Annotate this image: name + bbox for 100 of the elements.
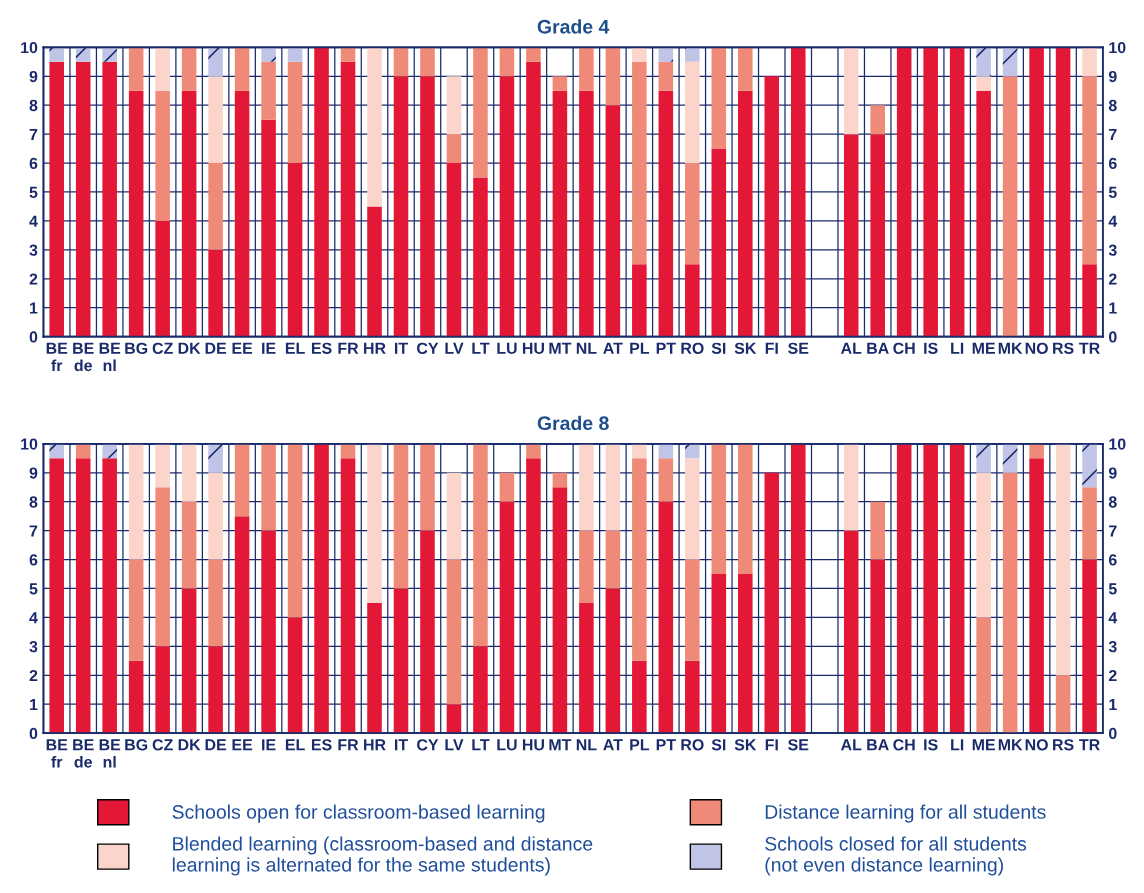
bar	[685, 458, 700, 560]
x-tick-label: BA	[867, 739, 889, 751]
bar	[287, 443, 303, 618]
bar	[949, 47, 965, 337]
bar	[738, 90, 753, 337]
bar	[976, 90, 991, 337]
x-tick-label: SK	[734, 342, 757, 354]
x-tick-label: SI	[711, 739, 726, 751]
bar	[261, 443, 276, 531]
x-tick-label: HR	[364, 342, 386, 354]
legend-label: Distance learning for all students	[765, 804, 1046, 823]
bar	[1029, 458, 1044, 734]
y2-tick-label: 7	[1109, 128, 1117, 140]
bar	[446, 472, 462, 560]
y-tick-label: 5	[29, 186, 38, 198]
y2-tick-label: 9	[1108, 467, 1117, 479]
x-tick-label: SE	[788, 739, 809, 751]
x-tick-label: FI	[765, 342, 778, 354]
x-tick-label: CH	[893, 739, 915, 751]
x-tick-label: PL	[630, 342, 650, 354]
bar	[976, 472, 991, 618]
bar	[181, 501, 197, 589]
bar	[75, 61, 91, 337]
bar	[552, 472, 568, 488]
bar	[579, 602, 594, 734]
bar	[128, 559, 144, 661]
bar	[420, 47, 435, 77]
x-tick-label: AT	[603, 342, 623, 354]
bar	[234, 516, 250, 734]
bar	[843, 530, 859, 734]
x-tick-label: AL	[840, 342, 862, 354]
bar	[1029, 47, 1044, 337]
x-tick-label: LI	[951, 342, 964, 354]
bar	[658, 458, 674, 502]
x-tick-label: EL	[285, 739, 305, 751]
x-tick-label: IT	[394, 739, 408, 751]
bar	[446, 704, 462, 734]
bar	[896, 443, 912, 734]
y-tick-label: 8	[29, 99, 38, 112]
bar	[314, 47, 329, 337]
x-tick-label: NO	[1025, 739, 1048, 751]
bar	[790, 443, 806, 734]
bar	[473, 47, 488, 178]
bar	[923, 47, 938, 337]
bar	[314, 443, 329, 734]
y-tick-label: 1	[30, 699, 38, 711]
bar	[870, 501, 885, 560]
x-tick-label: BG	[125, 739, 148, 751]
y-tick-label: 5	[29, 583, 38, 595]
y2-tick-label: 6	[1108, 554, 1117, 566]
bar	[261, 530, 276, 734]
bar	[843, 443, 859, 531]
y2-tick-label: 0	[1109, 727, 1117, 740]
bar	[287, 617, 303, 734]
bar	[605, 47, 621, 106]
bar	[870, 105, 885, 135]
x-tick-label: ES	[311, 342, 332, 354]
bar	[579, 443, 594, 531]
x-tick-label: ES	[311, 739, 332, 751]
bar	[446, 134, 462, 164]
y-tick-label: 10	[21, 41, 38, 54]
x-tick-label: PL	[630, 739, 650, 751]
x-tick-label: LU	[497, 342, 517, 354]
bar	[340, 61, 356, 337]
x-tick-label: LU	[497, 739, 517, 751]
x-tick-label: MK	[998, 739, 1023, 751]
y-tick-label: 8	[29, 496, 38, 508]
bar	[1082, 47, 1097, 77]
bar	[605, 588, 621, 734]
bar	[685, 163, 700, 265]
bar	[446, 76, 462, 135]
bar	[526, 458, 541, 734]
bar	[1055, 47, 1071, 337]
bar	[579, 530, 594, 603]
x-tick-label: FR	[338, 739, 359, 751]
bar	[738, 47, 753, 91]
bar	[287, 163, 303, 337]
x-tick-label: HU	[522, 739, 544, 751]
y-tick-label: 1	[30, 302, 38, 314]
y-tick-label: 4	[29, 612, 38, 624]
x-tick-label: NO	[1025, 342, 1048, 354]
bar	[632, 443, 647, 459]
bar	[605, 443, 621, 531]
y2-tick-label: 10	[1109, 438, 1126, 450]
bar	[234, 47, 250, 91]
x-tick-label: PT	[656, 342, 676, 354]
x-tick-label: EE	[232, 739, 253, 751]
bar	[526, 443, 541, 459]
bar	[976, 76, 991, 91]
x-tick-label: BE fr	[46, 342, 68, 371]
bar	[261, 61, 276, 120]
bar	[1082, 487, 1097, 560]
bar	[738, 574, 753, 734]
x-tick-label: PT	[656, 739, 676, 751]
y-tick-label: 4	[29, 215, 38, 227]
x-tick-label: EE	[232, 342, 253, 354]
bar	[1029, 443, 1044, 459]
x-tick-label: DE	[205, 342, 227, 354]
x-tick-label: BA	[867, 342, 889, 354]
bar	[579, 47, 594, 91]
